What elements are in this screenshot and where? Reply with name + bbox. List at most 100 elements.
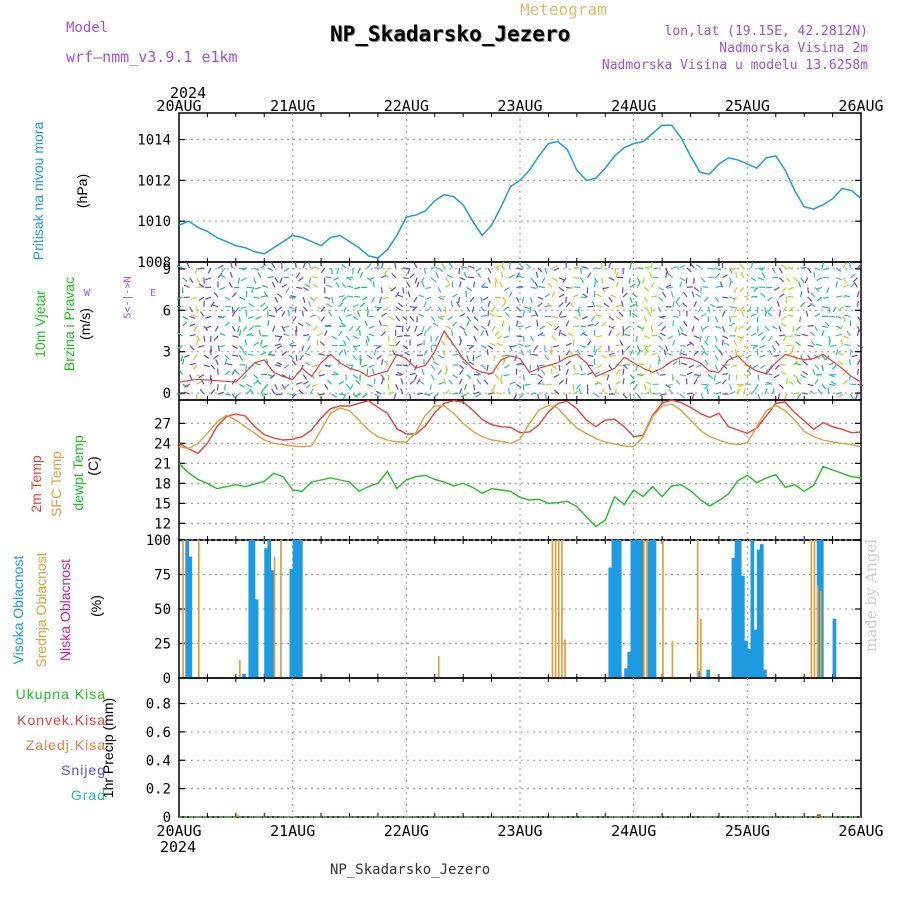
wind-arrow (750, 332, 757, 337)
wind-arrow (304, 352, 311, 356)
wind-arrow (657, 355, 661, 362)
wind-arrow (575, 383, 581, 390)
wind-arrow (794, 334, 801, 337)
wind-arrow (778, 293, 785, 298)
wind-arrow (311, 364, 318, 368)
wind-arrow (192, 364, 198, 371)
cloud-bar (756, 549, 761, 678)
wind-arrow (368, 364, 375, 369)
wind-arrow (248, 302, 254, 308)
wind-arrow (459, 369, 464, 375)
wind-arrow (631, 293, 638, 298)
wind-arrow (715, 325, 722, 329)
cloud-bar (289, 568, 294, 678)
wind-arrow (778, 267, 783, 274)
wind-arrow (345, 277, 352, 281)
cloud-bar (273, 556, 276, 678)
wind-arrow (441, 349, 446, 356)
wind-arrow (698, 306, 702, 313)
wind-arrow (761, 272, 766, 279)
wind-arrow (524, 344, 531, 348)
wind-arrow (565, 360, 572, 366)
wind-arrow (376, 306, 382, 312)
wind-arrow (814, 378, 819, 385)
wind-arrow (534, 281, 539, 288)
wind-arrow (622, 364, 629, 370)
wind-arrow (735, 271, 738, 278)
wind-arrow (826, 287, 830, 294)
wind-arrow (641, 325, 645, 332)
wind-arrow (423, 267, 427, 274)
wind-arrow (814, 267, 821, 271)
wind-arrow (659, 374, 666, 376)
wind-arrow (230, 262, 233, 269)
wind-arrow (312, 283, 318, 288)
wind-arrow (452, 321, 458, 327)
wind-arrow (631, 312, 638, 317)
wind-arrow (294, 329, 297, 336)
cloud-bar (737, 540, 742, 678)
wind-arrow (793, 360, 799, 366)
wind-arrow (675, 379, 681, 385)
wind-arrow (558, 355, 561, 362)
wind-arrow (722, 274, 728, 279)
wind-arrow (461, 360, 468, 366)
wind-arrow (795, 341, 801, 347)
wind-arrow (756, 349, 759, 356)
panel-frame (178, 677, 862, 818)
wind-arrow (788, 306, 794, 312)
wind-arrow (354, 344, 361, 348)
wind-arrow (354, 295, 361, 298)
wind-arrow (700, 277, 706, 283)
wind-arrow (635, 300, 638, 307)
wind-arrow (341, 296, 347, 302)
wind-arrow (234, 393, 240, 398)
wind-arrow (741, 310, 745, 317)
wind-arrow (857, 344, 864, 348)
wind-arrow (722, 335, 729, 340)
temperature-panel: 12 15 18 21 24 27 (154, 399, 862, 541)
wind-arrow (686, 371, 693, 376)
wind-arrow (260, 295, 267, 298)
wind-arrow (460, 266, 467, 269)
cloud-bar (816, 585, 819, 678)
wind-arrow (452, 392, 459, 395)
wind-arrow (592, 300, 596, 307)
wind-arrow (189, 277, 194, 284)
wind-arrow (203, 335, 206, 342)
wind-arrow (480, 306, 486, 312)
wind-arrow (260, 339, 263, 346)
wind-arrow (486, 364, 489, 371)
wind-arrow (670, 291, 674, 298)
cloud-bar (630, 540, 635, 678)
wind-arrow (579, 277, 585, 283)
wind-arrow (189, 345, 195, 351)
wind-arrow (835, 277, 842, 281)
wind-arrow (413, 262, 418, 269)
wind-arrow (177, 332, 183, 337)
wind-arrow (580, 373, 587, 376)
compass-e: E (150, 288, 157, 299)
wind-arrow (301, 345, 304, 352)
cloud-bar (292, 540, 297, 678)
wind-arrow (317, 351, 324, 356)
wind-arrow (781, 286, 787, 293)
cloud-bar (813, 540, 816, 678)
wind-arrow (251, 287, 255, 294)
wind-arrow (380, 378, 384, 385)
wind-arrow (189, 306, 193, 313)
wind-arrow (835, 325, 842, 330)
wind-arrow (659, 315, 666, 318)
x-tick-label-top: 21AUG (270, 97, 315, 115)
wind-arrow (359, 302, 366, 308)
wind-arrow (459, 277, 466, 281)
wind-arrow (491, 325, 496, 332)
wind-arrow (383, 360, 389, 366)
wind-arrow (643, 306, 650, 312)
wind-arrow (499, 281, 503, 288)
wind-arrow (517, 362, 524, 366)
wind-arrow (388, 391, 395, 395)
wind-arrow (682, 302, 688, 308)
wind-arrow (737, 354, 744, 358)
wind-arrow (636, 345, 641, 352)
